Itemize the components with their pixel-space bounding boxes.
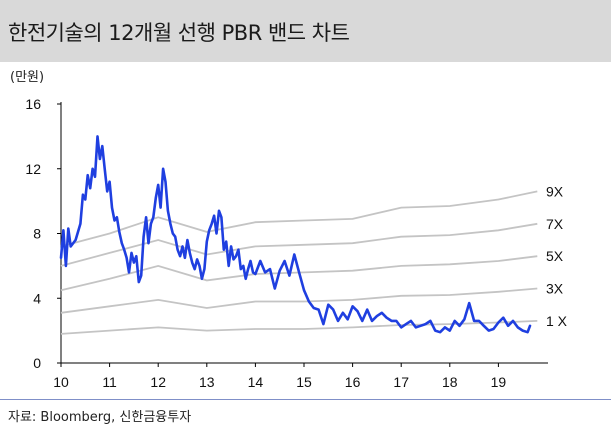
x-tick-label: 16 xyxy=(345,374,361,390)
unit-label: (만원) xyxy=(10,70,45,85)
price-line-group xyxy=(59,135,532,334)
y-tick-label: 12 xyxy=(25,161,41,177)
y-tick-label: 0 xyxy=(33,355,41,371)
y-tick-label: 4 xyxy=(33,290,41,306)
band-labels: 1 X 3X 5X 7X 9X xyxy=(546,183,568,329)
x-tick-label: 10 xyxy=(53,374,69,390)
band-label: 1 X xyxy=(546,313,568,329)
band-label: 5X xyxy=(546,248,564,264)
source-note: 자료: Bloomberg, 신한금융투자 xyxy=(8,410,192,425)
y-tick-label: 8 xyxy=(33,226,41,242)
band-label: 9X xyxy=(546,183,564,199)
band-label: 7X xyxy=(546,216,564,232)
band-line-3x xyxy=(60,287,538,314)
chart-title: 한전기술의 12개월 선행 PBR 밴드 차트 xyxy=(8,21,350,45)
footer-divider xyxy=(0,399,611,400)
x-tick-label: 18 xyxy=(442,374,458,390)
x-tick-label: 19 xyxy=(491,374,507,390)
x-tick-label: 12 xyxy=(150,374,166,390)
x-tick-label: 15 xyxy=(296,374,312,390)
x-tick-label: 14 xyxy=(248,374,264,390)
band-line-9x xyxy=(60,190,538,248)
band-label: 3X xyxy=(546,281,564,297)
y-tick-label: 16 xyxy=(25,96,41,112)
chart-axes: 0 4 8 12 16 10 11 12 13 14 15 16 17 18 19 xyxy=(25,96,548,390)
x-tick-label: 17 xyxy=(393,374,409,390)
x-tick-label: 13 xyxy=(199,374,215,390)
share-price-line xyxy=(59,135,532,334)
band-line-1x xyxy=(60,320,538,335)
title-bar: 한전기술의 12개월 선행 PBR 밴드 차트 xyxy=(0,0,611,62)
x-tick-label: 11 xyxy=(102,374,117,390)
